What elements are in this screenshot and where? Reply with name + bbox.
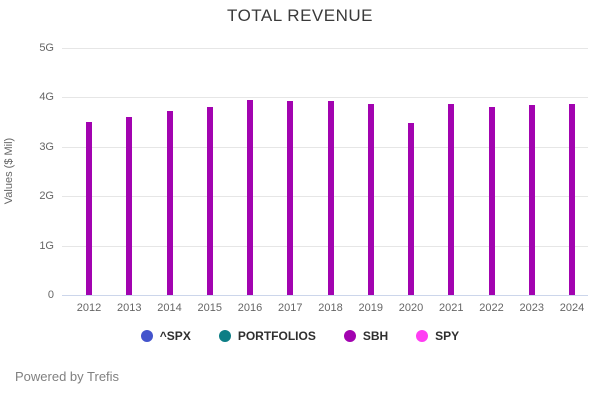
gridline-4G [62,97,588,99]
legend-dot-icon [416,330,429,342]
bar-sbh-2020[interactable] [408,122,414,295]
y-tick-label-3G: 3G [39,140,54,153]
gridline-1G [62,245,588,247]
legend: ^SPX PORTFOLIOS SBH SPY [0,329,600,343]
gridline-3G [62,146,588,148]
x-tick-label-2021: 2021 [439,302,464,314]
x-tick-label-2022: 2022 [479,302,504,314]
bar-sbh-2021[interactable] [448,103,455,295]
legend-dot-icon [218,330,231,342]
bar-sbh-2014[interactable] [166,110,173,295]
x-tick-label-2016: 2016 [237,302,263,314]
gridline-5G [62,48,588,49]
y-tick-label-0: 0 [47,289,54,301]
revenue-chart: TOTAL REVENUE Values ($ Mil) 0 1G 2G 3G 4G 5G… [0,6,600,343]
legend-dot-icon [343,330,356,342]
bar-sbh-2024[interactable] [569,103,575,295]
legend-item-portfolios[interactable]: PORTFOLIOS [218,329,316,343]
x-tick-label-2013: 2013 [117,302,142,314]
bar-sbh-2017[interactable] [287,100,294,295]
x-tick-label-2012: 2012 [76,302,102,314]
x-tick-label-2014: 2014 [157,302,182,314]
bar-sbh-2019[interactable] [367,104,374,295]
y-tick-label-1G: 1G [39,239,54,252]
powered-by-trefis: Powered by Trefis [15,369,120,384]
legend-dot-icon [140,330,153,342]
x-tick-label-2020: 2020 [398,302,424,314]
legend-label: ^SPX [159,329,191,343]
y-tick-label-4G: 4G [39,91,54,104]
chart-title: TOTAL REVENUE [227,6,373,25]
bar-sbh-2018[interactable] [327,100,334,295]
legend-label: SPY [435,329,460,343]
legend-item-spx[interactable]: ^SPX [140,329,191,343]
legend-item-sbh[interactable]: SBH [343,329,389,343]
bar-sbh-2016[interactable] [247,99,253,295]
x-tick-label-2024: 2024 [559,302,585,314]
bar-sbh-2015[interactable] [206,106,213,295]
plot-area: 0 1G 2G 3G 4G 5G 2012 2013 2014 2015 2016 2017 2018 2… [39,42,588,314]
x-tick-label-2015: 2015 [197,302,222,314]
x-axis-line [62,295,588,296]
x-tick-label-2017: 2017 [278,302,303,314]
x-tick-label-2019: 2019 [358,302,383,314]
legend-item-spy[interactable]: SPY [416,329,459,343]
bar-sbh-2023[interactable] [528,105,535,295]
legend-label: SBH [362,329,389,343]
legend-label: PORTFOLIOS [237,329,316,343]
x-tick-label-2018: 2018 [318,302,343,314]
bar-sbh-2012[interactable] [86,121,92,295]
y-tick-label-5G: 5G [39,42,54,54]
bar-sbh-2022[interactable] [488,107,495,295]
bar-sbh-2013[interactable] [126,116,133,295]
x-tick-label-2023: 2023 [519,302,544,314]
gridline-2G [62,196,588,198]
y-tick-label-2G: 2G [39,190,54,203]
